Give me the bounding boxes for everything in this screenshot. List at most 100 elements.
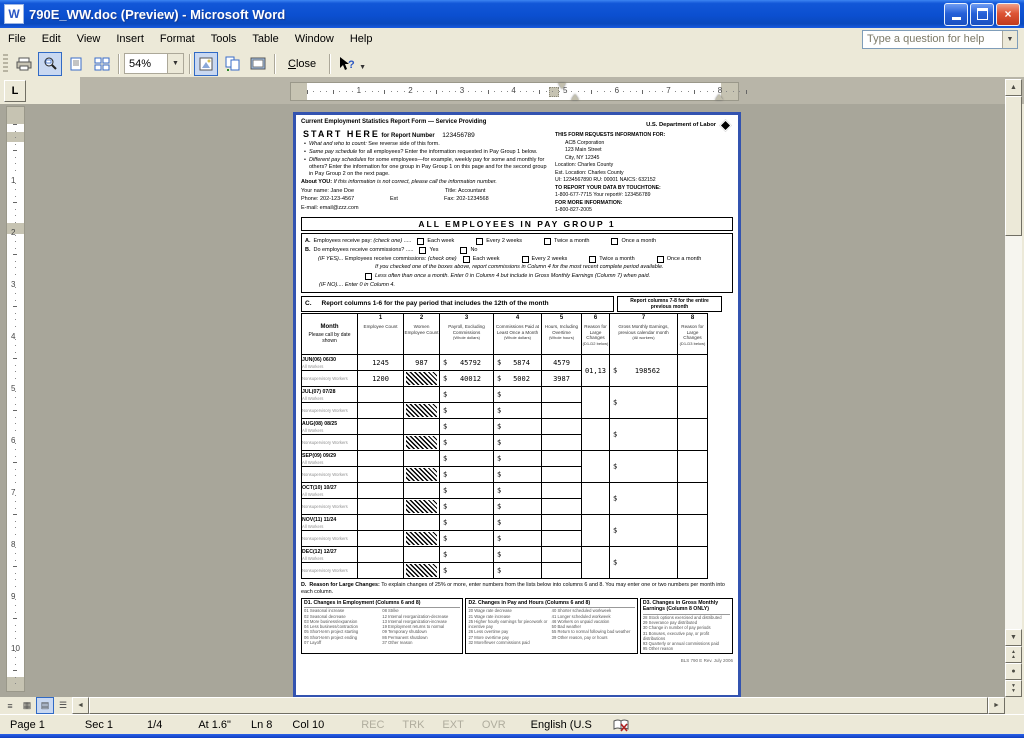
table-cell: [541, 562, 582, 580]
reason-code-item: 31 Bonuses, executive pay, or profit dis…: [642, 630, 710, 641]
status-position: 1/4: [147, 719, 163, 731]
print-button[interactable]: [12, 52, 36, 76]
checkbox[interactable]: [544, 238, 552, 246]
normal-view-button[interactable]: ≡: [7, 700, 13, 711]
scroll-down-icon[interactable]: ▼: [1005, 629, 1022, 646]
reason-code-item: 09 Temporary shutdown: [382, 629, 427, 635]
menu-tools[interactable]: Tools: [210, 33, 237, 45]
restore-button[interactable]: [970, 2, 994, 26]
close-window-button[interactable]: ×: [996, 2, 1020, 26]
menu-insert[interactable]: Insert: [116, 33, 144, 45]
view-ruler-button[interactable]: [194, 51, 218, 76]
option-label: Twice a month: [599, 256, 635, 263]
status-mode-ovr[interactable]: OVR: [481, 719, 506, 731]
checkbox[interactable]: [611, 238, 619, 246]
d1-box: D1. Changes in Employment (Columns 6 and…: [301, 597, 464, 654]
menu-view[interactable]: View: [76, 33, 101, 45]
chevron-down-icon[interactable]: ▼: [167, 54, 183, 73]
menu-file[interactable]: File: [8, 33, 26, 45]
bottom-margin-block: [7, 677, 24, 691]
scroll-left-icon[interactable]: ◄: [72, 697, 89, 714]
dollar-cell: $5874: [493, 354, 542, 372]
scroll-track[interactable]: [1005, 236, 1022, 629]
checkbox[interactable]: [589, 256, 597, 264]
reason-code-item: 19 Employment returns to normal: [382, 624, 445, 630]
column-header-1: 1 Employee Count: [357, 313, 404, 356]
reason-code-item: 95 Other reason: [642, 646, 674, 652]
menu-window[interactable]: Window: [294, 33, 334, 45]
previous-page-button[interactable]: ▲ ▲: [1005, 646, 1022, 663]
table-column-marker[interactable]: [549, 87, 559, 97]
about-you-line: About YOU: If this information is not co…: [301, 179, 497, 186]
subrow-label-cell: Nonsupervisory Workers: [301, 562, 358, 580]
reason-code-item: 28 Stock options exercised and distribut…: [642, 614, 722, 620]
checkbox[interactable]: [460, 247, 468, 255]
checkbox[interactable]: [656, 256, 664, 264]
right-margin-block: [721, 83, 738, 100]
toolbar-options-arrow[interactable]: ▼: [359, 64, 367, 71]
dollar-cell: $: [493, 482, 542, 500]
status-mode-rec[interactable]: REC: [361, 719, 385, 731]
print-layout-view-button[interactable]: ▤: [36, 697, 54, 714]
dollar-cell: $: [493, 546, 542, 564]
checkbox[interactable]: [365, 273, 372, 280]
right-indent-marker[interactable]: [715, 94, 723, 100]
vertical-scroll-thumb[interactable]: [1005, 96, 1022, 236]
reason-code-item: 01 Seasonal increase: [304, 608, 345, 614]
dollar-cell: $: [493, 466, 542, 484]
zoom-combobox[interactable]: 54% ▼: [124, 53, 184, 74]
context-help-button[interactable]: ?: [334, 52, 358, 76]
checkbox[interactable]: [419, 247, 427, 255]
magnifier-button[interactable]: [38, 51, 62, 76]
next-page-button[interactable]: ▼ ▼: [1005, 680, 1022, 697]
menu-bar: File Edit View Insert Format Tools Table Window…: [0, 28, 1024, 51]
select-browse-object-button[interactable]: ●: [1005, 663, 1022, 680]
dollar-cell: $: [493, 386, 542, 404]
vertical-scrollbar[interactable]: ▲ ▼ ▲ ▲ ● ▼ ▼: [1005, 79, 1022, 697]
menu-format[interactable]: Format: [159, 33, 195, 45]
dollar-cell: $: [493, 418, 542, 436]
reason-code-item: 86 Permanent shutdown: [382, 634, 428, 640]
est-location-line: Est. Location: Charles County: [555, 169, 624, 176]
scroll-up-icon[interactable]: ▲: [1005, 79, 1022, 96]
scroll-right-icon[interactable]: ►: [988, 697, 1005, 714]
option-label: Every 2 weeks: [486, 238, 523, 245]
touchtone-info: 1-800-677-7715 Your report#: 123456789: [555, 192, 651, 198]
help-question-box[interactable]: Type a question for help ▼: [862, 29, 1018, 49]
web-layout-view-button[interactable]: ▦: [22, 700, 32, 710]
checkbox[interactable]: [521, 256, 529, 264]
close-preview-button[interactable]: Close: [288, 57, 317, 70]
vertical-ruler[interactable]: 1 2 3 4 5 6 7 8 9 10: [6, 106, 25, 692]
spelling-status-icon[interactable]: [612, 718, 629, 732]
checkbox[interactable]: [417, 238, 425, 246]
toolbar-grip[interactable]: [3, 53, 8, 74]
minimize-button[interactable]: [944, 2, 968, 26]
full-screen-button[interactable]: [246, 52, 270, 76]
d3-list: 28 Stock options exercised and distribut…: [643, 615, 730, 652]
table-row: AUG(08) 08/25 All Workers $ $ $: [301, 418, 708, 452]
shrink-to-fit-button[interactable]: [220, 52, 244, 76]
reason-cell: [581, 514, 610, 548]
outline-view-button[interactable]: ☰: [58, 700, 68, 710]
menu-edit[interactable]: Edit: [41, 33, 61, 45]
table-row: SEP(09) 09/29 All Workers $ $ $: [301, 450, 708, 484]
option-label: Twice a month: [554, 238, 590, 245]
chevron-down-icon[interactable]: ▼: [1002, 30, 1017, 48]
help-placeholder: Type a question for help: [867, 33, 985, 45]
one-page-button[interactable]: [64, 52, 88, 76]
horizontal-scroll-thumb[interactable]: [89, 697, 988, 714]
table-cell: [357, 418, 404, 436]
multiple-pages-button[interactable]: [90, 52, 114, 76]
checkbox[interactable]: [462, 256, 470, 264]
tab-alignment-selector[interactable]: L: [4, 80, 26, 102]
status-mode-ext[interactable]: EXT: [442, 719, 464, 731]
checkbox[interactable]: [476, 238, 484, 246]
hanging-indent-marker[interactable]: [571, 94, 579, 100]
table-cell: [403, 418, 440, 436]
status-mode-trk[interactable]: TRK: [402, 719, 425, 731]
reason-cell: [677, 482, 708, 516]
menu-help[interactable]: Help: [349, 33, 373, 45]
first-line-indent-marker[interactable]: [558, 83, 566, 89]
menu-table[interactable]: Table: [252, 33, 279, 45]
